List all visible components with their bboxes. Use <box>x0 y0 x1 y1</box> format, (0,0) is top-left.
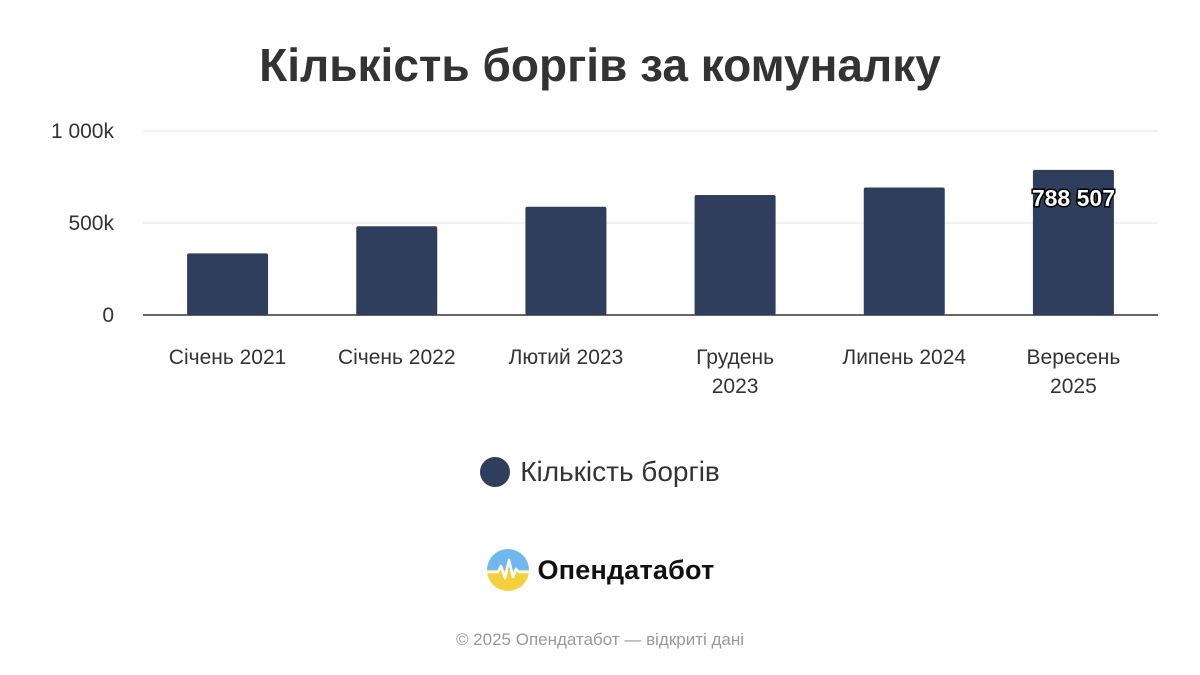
footer-copyright: © 2025 Опендатабот — відкриті дані <box>455 630 745 649</box>
y-tick-label: 0 <box>102 304 114 327</box>
x-axis-labels: Січень 2021 Січень 2022 Лютий 2023 Грудень 2… <box>169 346 1121 398</box>
bar[interactable] <box>525 206 607 315</box>
bar[interactable] <box>1032 169 1114 315</box>
legend-marker-icon <box>480 457 511 487</box>
x-tick-label: Січень 2022 <box>338 346 456 369</box>
gridlines <box>143 130 1158 316</box>
x-tick-label: Вересень 2025 <box>1027 346 1121 398</box>
bars <box>187 169 1114 315</box>
chart-title: Кількість боргів за комуналку <box>259 39 941 91</box>
bar[interactable] <box>187 253 269 315</box>
brand: Опендатабот <box>0 548 1200 592</box>
y-tick-label: 500k <box>68 212 114 235</box>
bar[interactable] <box>356 226 438 315</box>
x-tick-label: Лютий 2023 <box>509 346 624 369</box>
bar[interactable] <box>863 187 945 315</box>
legend-label: Кількість боргів <box>520 456 720 487</box>
legend[interactable]: Кількість боргів <box>0 456 1200 488</box>
y-tick-label: 1 000k <box>51 120 115 143</box>
x-tick-label: Грудень 2023 <box>696 346 774 398</box>
data-label: 788 507 <box>1032 185 1115 211</box>
data-labels: 788 507 <box>1030 183 1116 212</box>
bar-chart: 0 500k 1 000k Січень 2021 Січень 2022 Лютий … <box>51 120 1158 398</box>
y-axis-ticks: 0 500k 1 000k <box>51 120 115 327</box>
bar[interactable] <box>694 195 776 315</box>
x-tick-label: Липень 2024 <box>842 346 966 369</box>
x-tick-label: Січень 2021 <box>169 346 287 369</box>
brand-name: Опендатабот <box>537 554 715 585</box>
opendatabot-logo-icon <box>486 549 529 591</box>
